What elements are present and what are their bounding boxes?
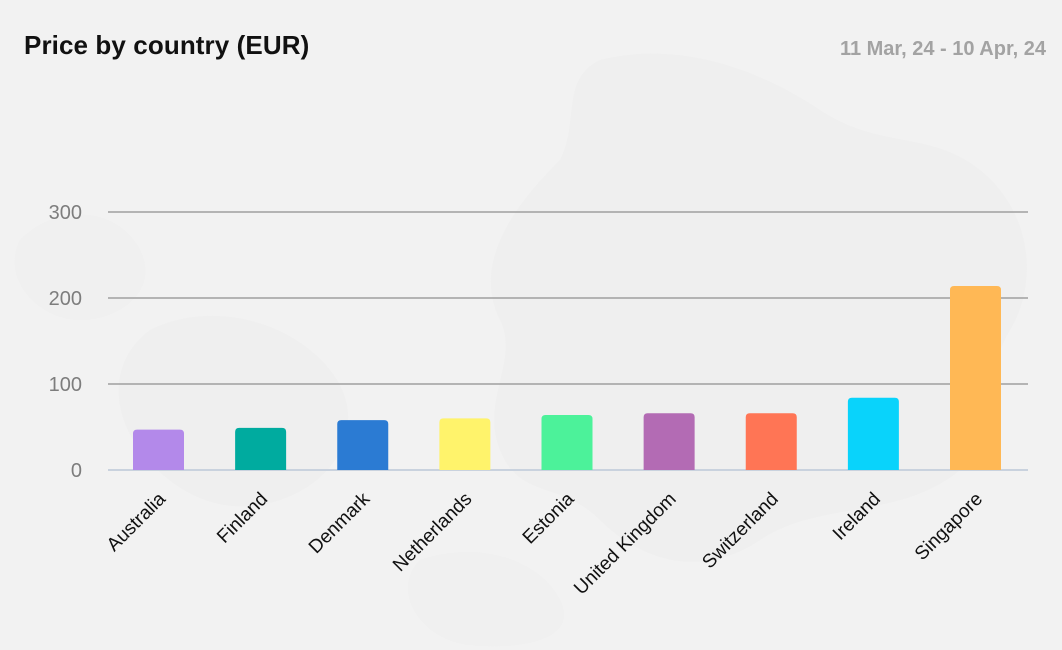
x-category-label: Netherlands [389, 489, 476, 576]
y-tick-label: 100 [49, 374, 82, 396]
x-category-label: Denmark [305, 488, 375, 558]
bar-switzerland[interactable] [745, 413, 797, 470]
bar-estonia[interactable] [541, 414, 593, 470]
date-range[interactable]: 11 Mar, 24 - 10 Apr, 24 [839, 38, 1046, 60]
y-tick-label: 200 [49, 288, 82, 310]
y-tick-label: 300 [49, 202, 82, 224]
bar-denmark[interactable] [337, 420, 389, 470]
bar-finland[interactable] [235, 427, 287, 470]
bar-singapore[interactable] [950, 285, 1001, 470]
x-category-label: Estonia [519, 488, 579, 548]
x-category-label: Singapore [911, 489, 987, 565]
x-category-label: Switzerland [698, 489, 782, 573]
bar-united-kingdom[interactable] [643, 413, 695, 470]
y-tick-label: 0 [71, 460, 82, 482]
x-category-label: United Kingdom [570, 489, 680, 599]
x-category-label: Finland [213, 489, 272, 548]
chart-title: Price by country (EUR) [24, 30, 310, 60]
bar-ireland[interactable] [847, 397, 899, 470]
x-category-label: Australia [103, 488, 170, 555]
bar-netherlands[interactable] [439, 418, 491, 470]
bar-australia[interactable] [133, 429, 184, 470]
x-category-label: Ireland [829, 489, 885, 545]
